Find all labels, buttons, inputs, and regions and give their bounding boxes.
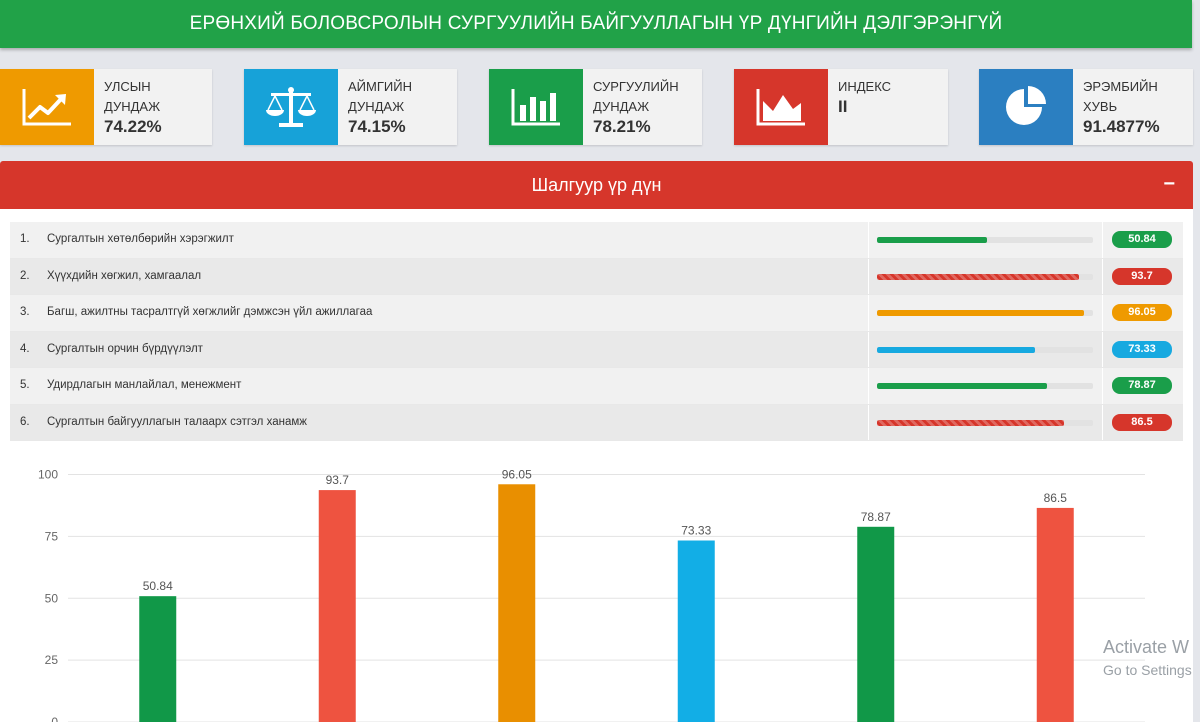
y-tick-label: 0 <box>51 715 58 722</box>
stat-label: ЭРЭМБИЙН ХУВЬ <box>1083 79 1158 114</box>
stat-label: УЛСЫН ДУНДАЖ <box>104 79 161 114</box>
column-divider <box>1102 258 1103 294</box>
column-divider <box>868 404 869 440</box>
stat-label: ИНДЕКС <box>838 79 892 94</box>
progress-track <box>877 383 1093 389</box>
page-title: ЕРӨНХИЙ БОЛОВСРОЛЫН СУРГУУЛИЙН БАЙГУУЛЛА… <box>189 13 1003 34</box>
chart-bar[interactable] <box>677 540 715 722</box>
column-divider <box>868 258 869 294</box>
progress-track <box>877 419 1093 426</box>
progress-track <box>877 237 1093 243</box>
collapse-button[interactable]: − <box>1163 173 1175 195</box>
table-row: 3. Багш, ажилтны тасралтгүй хөгжлийг дэмж… <box>10 295 1183 332</box>
stat-label: СУРГУУЛИЙН ДУНДАЖ <box>593 79 679 114</box>
y-tick-label: 100 <box>38 468 58 482</box>
progress-fill <box>877 383 1048 389</box>
stat-rank-percent: ЭРЭМБИЙН ХУВЬ 91.4877% <box>979 69 1193 145</box>
column-divider <box>868 368 869 404</box>
progress-track <box>877 346 1093 353</box>
score-badge: 78.87 <box>1112 377 1172 394</box>
page-header: ЕРӨНХИЙ БОЛОВСРОЛЫН СУРГУУЛИЙН БАЙГУУЛЛА… <box>0 0 1192 48</box>
column-divider <box>868 331 869 367</box>
progress-track <box>877 273 1093 280</box>
table-row: 2. Хүүхдийн хөгжил, хамгаалал 93.7 <box>10 258 1183 295</box>
bar-value-label: 50.84 <box>143 579 173 593</box>
chart-bar[interactable] <box>139 596 177 722</box>
criterion-name: Багш, ажилтны тасралтгүй хөгжлийг дэмжсэ… <box>47 306 373 318</box>
criterion-name: Сургалтын хөтөлбөрийн хэрэгжилт <box>47 233 234 245</box>
table-row: 5. Удирдлагын манлайлал, менежмент 78.87 <box>10 368 1183 405</box>
progress-fill <box>877 273 1080 280</box>
panel-header: Шалгуур үр дүн − <box>0 161 1193 209</box>
row-number: 3. <box>20 306 30 318</box>
criterion-name: Сургалтын орчин бүрдүүлэлт <box>47 342 203 355</box>
pie-chart-icon <box>979 69 1073 145</box>
column-divider <box>1102 368 1103 404</box>
y-tick-label: 50 <box>45 591 59 605</box>
chart-bar[interactable] <box>318 490 356 722</box>
criteria-bar-chart: 0 25 50 75 100 50.84 93.7 96.05 73.33 78.87 86.5 <box>38 467 1145 722</box>
score-badge: 93.7 <box>1112 267 1172 285</box>
progress-fill <box>877 310 1085 316</box>
column-divider <box>1102 404 1103 440</box>
row-number: 2. <box>20 269 30 282</box>
score-badge: 86.5 <box>1112 413 1172 431</box>
balance-scale-icon <box>244 69 338 145</box>
table-row: 1. Сургалтын хөтөлбөрийн хэрэгжилт 50.84 <box>10 222 1183 259</box>
chart-bar[interactable] <box>498 484 536 722</box>
row-number: 6. <box>20 415 30 428</box>
table-row: 4. Сургалтын орчин бүрдүүлэлт 73.33 <box>10 331 1183 368</box>
stat-value: 74.22% <box>104 117 162 136</box>
stat-national-average: УЛСЫН ДУНДАЖ 74.22% <box>0 69 212 145</box>
panel-title: Шалгуур үр дүн <box>531 174 662 195</box>
bar-value-label: 96.05 <box>502 467 532 481</box>
score-badge: 73.33 <box>1112 340 1172 358</box>
row-number: 1. <box>20 233 30 245</box>
trend-line-chart-icon <box>0 69 94 145</box>
criteria-table: 1. Сургалтын хөтөлбөрийн хэрэгжилт 50.84 2.… <box>10 222 1183 441</box>
stat-province-average: АЙМГИЙН ДУНДАЖ 74.15% <box>244 69 457 145</box>
criterion-name: Сургалтын байгууллагын талаарх сэтгэл ха… <box>47 415 307 428</box>
progress-fill <box>877 237 987 243</box>
row-number: 4. <box>20 342 30 355</box>
bar-value-label: 93.7 <box>326 473 350 487</box>
table-row: 6. Сургалтын байгууллагын талаарх сэтгэл … <box>10 404 1183 441</box>
bar-value-label: 86.5 <box>1044 491 1068 505</box>
stat-label: АЙМГИЙН ДУНДАЖ <box>348 79 412 114</box>
bar-value-label: 73.33 <box>681 524 711 538</box>
column-divider <box>1102 222 1103 258</box>
stat-value: II <box>838 97 848 116</box>
column-divider <box>868 222 869 258</box>
bar-value-label: 78.87 <box>861 510 891 524</box>
progress-fill <box>877 346 1036 353</box>
criterion-name: Удирдлагын манлайлал, менежмент <box>47 379 242 391</box>
stat-value: 91.4877% <box>1083 117 1160 136</box>
score-badge: 50.84 <box>1112 231 1172 248</box>
chart-bar[interactable] <box>1036 507 1074 722</box>
column-divider <box>1102 295 1103 331</box>
y-tick-label: 75 <box>45 529 59 543</box>
area-chart-icon <box>734 69 828 145</box>
progress-fill <box>877 419 1064 426</box>
stat-value: 78.21% <box>593 117 651 136</box>
bar-chart-icon <box>489 69 583 145</box>
stat-index: ИНДЕКС II <box>734 69 948 145</box>
stat-value: 74.15% <box>348 117 406 136</box>
column-divider <box>868 295 869 331</box>
column-divider <box>1102 331 1103 367</box>
progress-track <box>877 310 1093 316</box>
criterion-name: Хүүхдийн хөгжил, хамгаалал <box>47 269 202 282</box>
score-badge: 96.05 <box>1112 304 1172 321</box>
stat-school-average: СУРГУУЛИЙН ДУНДАЖ 78.21% <box>489 69 702 145</box>
y-tick-label: 25 <box>45 653 59 667</box>
row-number: 5. <box>20 379 30 391</box>
chart-bar[interactable] <box>857 526 895 722</box>
